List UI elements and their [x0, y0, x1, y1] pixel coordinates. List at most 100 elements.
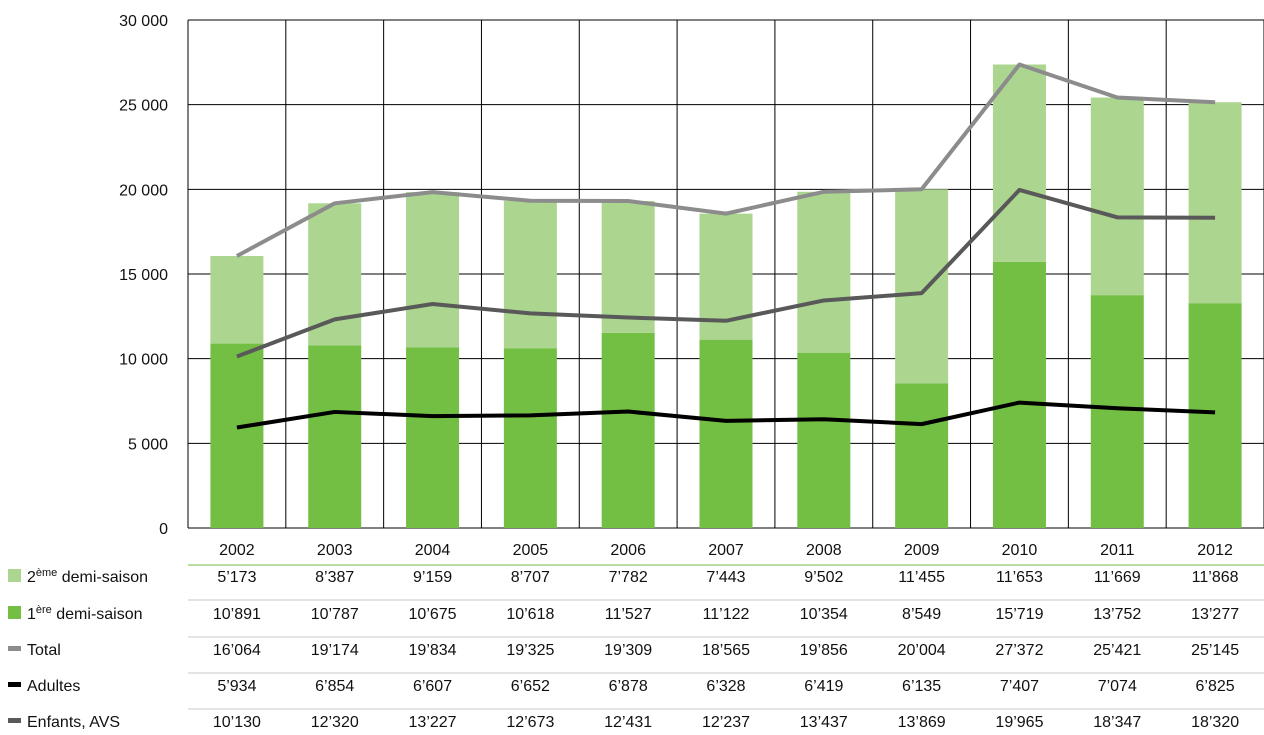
- table-cell: 6’328: [706, 678, 745, 695]
- line-adultes: [236, 400, 1216, 430]
- table-row-label: Total: [27, 642, 61, 659]
- legend-marker-line: [8, 682, 21, 687]
- table-cell: 11’669: [1094, 569, 1141, 586]
- table-cell: 6’607: [413, 678, 452, 695]
- bar-1ere-demi-saison: [503, 348, 557, 528]
- x-tick-label: 2012: [1197, 542, 1233, 559]
- bar-1ere-demi-saison: [406, 347, 460, 528]
- table-cell: 6’419: [804, 678, 843, 695]
- table-cell: 13’869: [898, 714, 946, 731]
- table-cell: 12’673: [506, 714, 554, 731]
- table-cell: 13’752: [1093, 606, 1141, 623]
- table-cell: 10’618: [506, 606, 554, 623]
- table-cell: 5’934: [217, 678, 256, 695]
- bar-1ere-demi-saison: [210, 343, 264, 528]
- bar-1ere-demi-saison: [699, 339, 753, 528]
- bar-1ere-demi-saison: [895, 383, 949, 528]
- table-cell: 13’437: [800, 714, 848, 731]
- bar-1ere-demi-saison: [1090, 295, 1144, 528]
- bar-2eme-demi-saison: [210, 255, 264, 344]
- x-tick-label: 2002: [219, 542, 255, 559]
- table-cell: 25’145: [1191, 642, 1239, 659]
- data-table: 2ème demi-saison 5’173 8’387 9’159 8’707 7’78…: [8, 564, 1264, 731]
- legend-marker-square: [8, 569, 21, 582]
- table-cell: 19’325: [506, 642, 554, 659]
- table-cell: 25’421: [1093, 642, 1141, 659]
- table-cell: 12’237: [702, 714, 750, 731]
- table-cell: 6’652: [511, 678, 550, 695]
- table-row-label: Enfants, AVS: [27, 714, 120, 731]
- x-tick-label: 2005: [513, 542, 549, 559]
- x-tick-label: 2007: [708, 542, 744, 559]
- table-cell: 19’834: [409, 642, 457, 659]
- bar-2eme-demi-saison: [1188, 102, 1242, 304]
- y-tick-label: 15 000: [119, 267, 168, 284]
- table-cell: 11’455: [898, 569, 945, 586]
- table-cell: 10’354: [800, 606, 848, 623]
- table-cell: 6’825: [1196, 678, 1235, 695]
- table-cell: 12’431: [604, 714, 652, 731]
- table-cell: 9’502: [804, 569, 843, 586]
- label-superscript: ère: [36, 604, 52, 616]
- table-cell: 9’159: [413, 569, 452, 586]
- table-cell: 10’675: [409, 606, 457, 623]
- table-cell: 6’878: [609, 678, 648, 695]
- x-tick-label: 2010: [1002, 542, 1038, 559]
- bar-2eme-demi-saison: [601, 201, 655, 333]
- legend-marker-square: [8, 606, 21, 619]
- bar-2eme-demi-saison: [308, 203, 362, 346]
- bar-1ere-demi-saison: [1188, 303, 1242, 528]
- grid-lines: [187, 19, 1264, 529]
- x-tick-label: 2009: [904, 542, 940, 559]
- x-tick-label: 2003: [317, 542, 353, 559]
- table-cell: 8’707: [511, 569, 550, 586]
- bar-2eme-demi-saison: [503, 200, 557, 349]
- bar-2eme-demi-saison: [1090, 97, 1144, 296]
- label-base: Total: [27, 642, 61, 659]
- x-tick-label: 2008: [806, 542, 842, 559]
- table-cell: 11’122: [703, 606, 750, 623]
- bar-1ere-demi-saison: [308, 345, 362, 528]
- bar-1ere-demi-saison: [992, 261, 1046, 528]
- bar-2eme-demi-saison: [895, 189, 949, 384]
- table-cell: 16’064: [213, 642, 261, 659]
- table-row-label: Adultes: [27, 678, 80, 695]
- y-tick-label: 25 000: [119, 98, 168, 115]
- table-row-label: 2ème demi-saison: [27, 567, 148, 586]
- table-cell: 27’372: [995, 642, 1043, 659]
- table-cell: 7’074: [1098, 678, 1137, 695]
- table-cell: 11’868: [1192, 569, 1239, 586]
- bar-1ere-demi-saison: [601, 332, 655, 528]
- label-base: 2: [27, 569, 36, 586]
- table-cell: 7’782: [609, 569, 648, 586]
- y-tick-label: 20 000: [119, 182, 168, 199]
- table-cell: 8’387: [315, 569, 354, 586]
- table-cell: 10’891: [213, 606, 261, 623]
- line-total: [235, 62, 1216, 258]
- label-base: 1: [27, 606, 36, 623]
- table-cell: 15’719: [995, 606, 1043, 623]
- table-cell: 10’130: [213, 714, 261, 731]
- table-cell: 10’787: [311, 606, 359, 623]
- table-cell: 8’549: [902, 606, 941, 623]
- table-cell: 18’565: [702, 642, 750, 659]
- x-tick-label: 2011: [1100, 542, 1135, 559]
- series-lines: [235, 62, 1216, 430]
- table-cell: 13’277: [1191, 606, 1239, 623]
- table-cell: 11’527: [605, 606, 652, 623]
- table-cell: 6’854: [315, 678, 354, 695]
- table-row-label: 1ère demi-saison: [27, 604, 143, 623]
- bar-1ere-demi-saison: [797, 352, 851, 528]
- x-tick-label: 2004: [415, 542, 451, 559]
- label-base: Adultes: [27, 678, 80, 695]
- y-tick-label: 30 000: [119, 13, 168, 30]
- legend-marker-line: [8, 646, 21, 651]
- y-tick-label: 10 000: [119, 352, 168, 369]
- table-cell: 20’004: [898, 642, 946, 659]
- x-axis: 2002 2003 2004 2005 2006 2007 2008 2009 2010 2011…: [219, 542, 1233, 559]
- x-tick-label: 2006: [610, 542, 646, 559]
- y-axis: 0 5 000 10 000 15 000 20 000 25 000 30 000: [119, 13, 168, 538]
- table-cell: 19’965: [995, 714, 1043, 731]
- table-cell: 13’227: [409, 714, 457, 731]
